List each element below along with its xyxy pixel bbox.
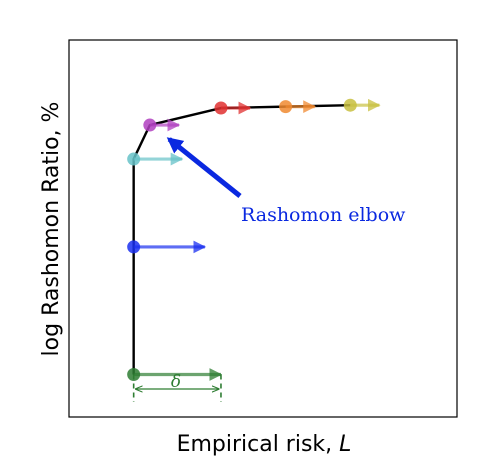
plot-frame [68,39,458,418]
data-point [343,98,357,112]
data-point [279,100,293,114]
delta-label: δ [171,372,181,392]
data-point [127,367,141,381]
annotation-arrow [166,137,242,198]
y-axis-label: log Rashomon Ratio, % [39,102,64,357]
plot-area [127,98,381,402]
annotation-text: Rashomon elbow [241,204,406,226]
data-point [214,101,228,115]
data-point [143,118,157,132]
x-axis-label-symbol: L [339,432,351,457]
x-axis-label: Empirical risk, L [177,432,352,457]
data-point [127,152,141,166]
data-point [127,240,141,254]
frontier-line [132,103,351,375]
